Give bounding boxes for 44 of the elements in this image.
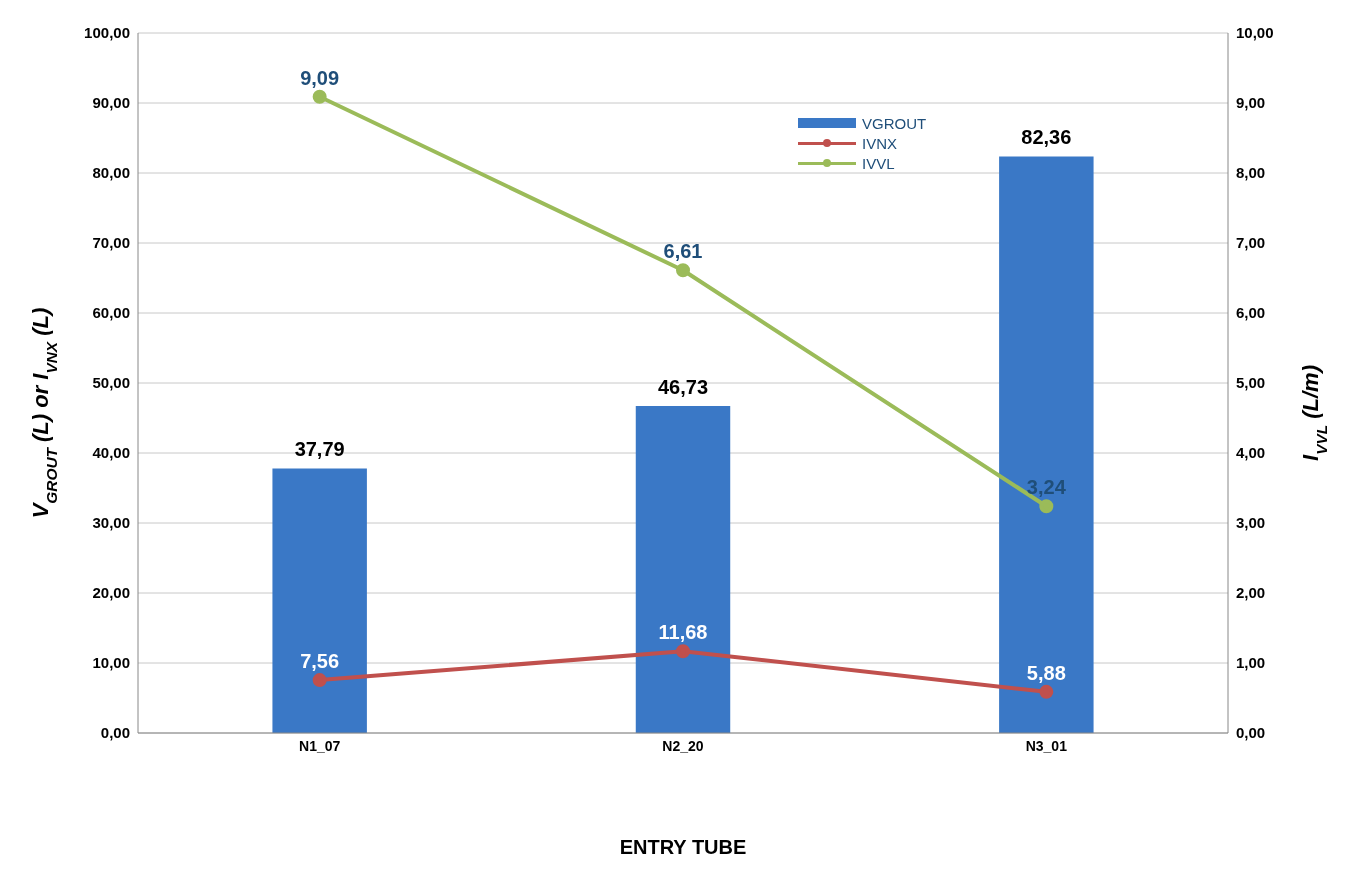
y-tick-label: 50,00 bbox=[92, 374, 130, 392]
y-tick-label: 30,00 bbox=[92, 514, 130, 532]
legend-label: VGROUT bbox=[862, 114, 927, 132]
data-label: 11,68 bbox=[658, 621, 708, 644]
data-label: 82,36 bbox=[1021, 126, 1072, 149]
data-label: 7,56 bbox=[300, 650, 340, 673]
legend-label: IVVL bbox=[862, 154, 895, 172]
x-tick-label: N1_07 bbox=[299, 737, 341, 754]
y2-tick-label: 0,00 bbox=[1236, 724, 1266, 742]
y-tick-label: 60,00 bbox=[92, 304, 130, 322]
y2-tick-label: 1,00 bbox=[1236, 654, 1266, 672]
y-tick-label: 80,00 bbox=[92, 164, 130, 182]
y-tick-label: 20,00 bbox=[92, 584, 130, 602]
y2-tick-label: 10,00 bbox=[1236, 24, 1274, 42]
y-tick-label: 100,00 bbox=[84, 24, 130, 42]
y-tick-label: 90,00 bbox=[92, 94, 130, 112]
y-tick-label: 10,00 bbox=[92, 654, 130, 672]
y2-tick-label: 2,00 bbox=[1236, 584, 1266, 602]
point bbox=[312, 89, 327, 104]
bar bbox=[272, 468, 367, 733]
data-label: 37,79 bbox=[294, 438, 345, 461]
point bbox=[676, 263, 690, 278]
x-tick-label: N3_01 bbox=[1025, 737, 1068, 754]
point bbox=[1039, 499, 1054, 514]
y2-tick-label: 5,00 bbox=[1236, 374, 1266, 392]
x-axis-title: ENTRY TUBE bbox=[619, 836, 747, 858]
data-label: 6,61 bbox=[663, 240, 703, 263]
y2-tick-label: 7,00 bbox=[1236, 234, 1266, 252]
y2-tick-label: 9,00 bbox=[1236, 94, 1266, 112]
y-tick-label: 70,00 bbox=[92, 234, 130, 252]
data-label: 3,24 bbox=[1026, 476, 1067, 499]
data-label: 9,09 bbox=[300, 66, 340, 89]
bar bbox=[635, 405, 731, 733]
bar bbox=[999, 156, 1094, 733]
data-label: 46,73 bbox=[657, 375, 709, 398]
y2-tick-label: 8,00 bbox=[1236, 164, 1266, 182]
data-label: 5,88 bbox=[1026, 661, 1066, 684]
y2-tick-label: 3,00 bbox=[1236, 514, 1266, 532]
y2-tick-label: 4,00 bbox=[1236, 444, 1266, 462]
y-tick-label: 0,00 bbox=[100, 724, 130, 742]
y-tick-label: 40,00 bbox=[92, 444, 130, 462]
y2-tick-label: 6,00 bbox=[1236, 304, 1266, 322]
x-tick-label: N2_20 bbox=[662, 737, 704, 754]
legend-label: IVNX bbox=[862, 134, 898, 152]
